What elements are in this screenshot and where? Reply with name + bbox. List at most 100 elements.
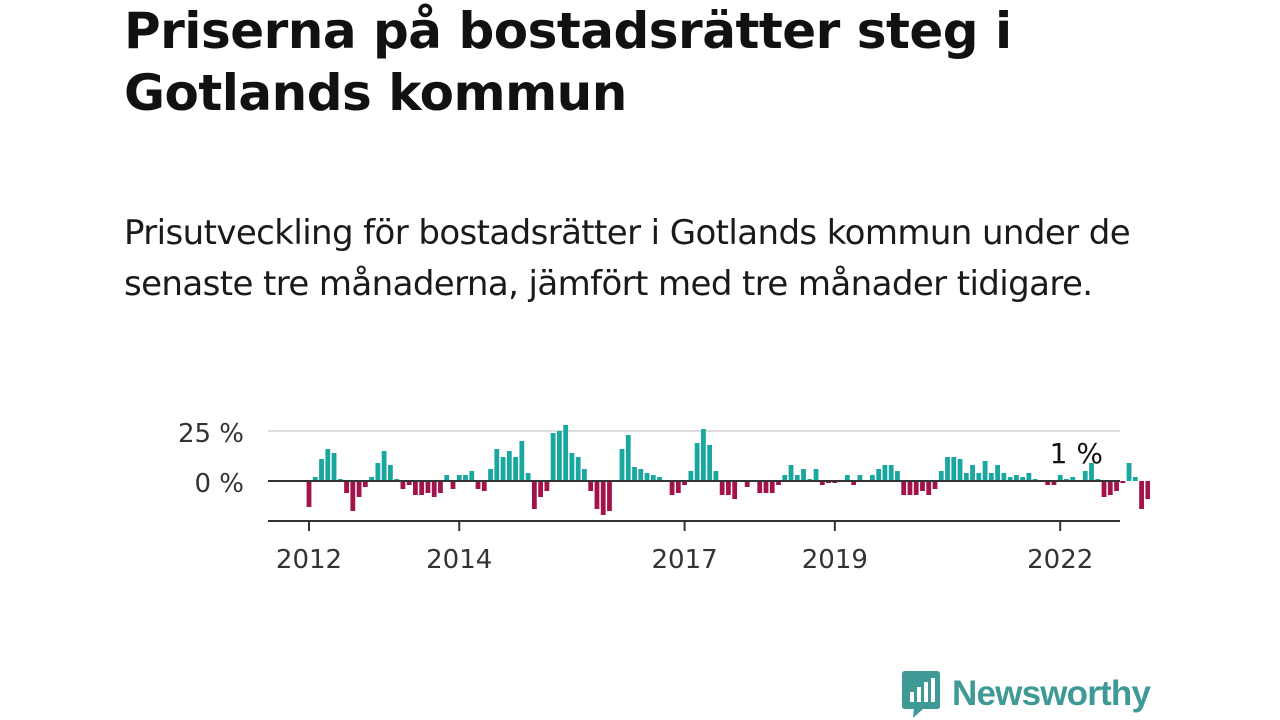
bar — [1089, 463, 1094, 481]
bar — [500, 457, 506, 481]
bar — [387, 465, 393, 481]
bar — [1132, 477, 1138, 481]
bar — [976, 473, 982, 481]
chart-subtitle: Prisutveckling för bostadsrätter i Gotla… — [124, 213, 1131, 304]
bar — [675, 481, 681, 493]
bar — [844, 475, 850, 481]
bar — [431, 481, 437, 497]
bar — [782, 475, 788, 481]
bar — [744, 481, 750, 487]
bar — [557, 431, 562, 481]
bar — [625, 435, 631, 481]
bar — [569, 453, 575, 481]
bar — [381, 451, 387, 481]
x-tick-label: 2014 — [426, 545, 492, 575]
bar — [857, 475, 863, 481]
bar — [1007, 477, 1013, 481]
x-tick-label: 2019 — [802, 545, 868, 575]
bar — [1107, 481, 1113, 495]
bar — [575, 457, 581, 481]
bar — [619, 449, 625, 481]
bar — [1114, 481, 1119, 491]
chart-title: Priserna på bostadsrätter steg i Gotland… — [124, 2, 1012, 122]
last-value-label: 1 % — [1050, 437, 1103, 470]
bar — [945, 457, 950, 481]
bar — [319, 459, 324, 481]
bar — [563, 425, 569, 481]
bar — [544, 481, 550, 491]
bar — [481, 481, 487, 491]
bar — [1045, 481, 1051, 485]
bar — [356, 481, 362, 497]
bar — [582, 469, 587, 481]
bar — [331, 453, 337, 481]
bar — [813, 469, 819, 481]
bar — [438, 481, 443, 493]
bar — [763, 481, 769, 493]
bar — [769, 481, 775, 493]
bar — [726, 481, 731, 495]
bar — [801, 469, 806, 481]
bar — [588, 481, 594, 491]
bar — [1057, 475, 1063, 481]
bar — [707, 445, 713, 481]
bar — [1139, 481, 1144, 509]
bar — [901, 481, 907, 495]
bar — [732, 481, 738, 499]
bar — [970, 465, 975, 481]
bar — [926, 481, 932, 495]
bar — [1120, 481, 1126, 483]
bar — [995, 465, 1000, 481]
bar — [870, 475, 875, 481]
bar — [988, 473, 994, 481]
bar — [469, 471, 475, 481]
bar — [888, 465, 894, 481]
bar — [632, 467, 637, 481]
bar — [788, 465, 794, 481]
bar — [600, 481, 606, 515]
bar — [1051, 481, 1057, 485]
bar — [344, 481, 349, 493]
bar — [776, 481, 781, 485]
bar — [719, 481, 725, 495]
bar — [895, 471, 900, 481]
newsworthy-logo: Newsworthy — [900, 668, 1151, 720]
bar — [325, 449, 331, 481]
bar — [456, 475, 462, 481]
bar — [538, 481, 544, 497]
bar — [713, 471, 719, 481]
newsworthy-logo-text: Newsworthy — [952, 674, 1151, 713]
bar — [757, 481, 763, 493]
bar — [1020, 477, 1026, 481]
bar — [957, 459, 963, 481]
bar — [1013, 475, 1019, 481]
bar — [607, 481, 612, 511]
bar — [876, 469, 882, 481]
bar — [882, 465, 888, 481]
bar — [525, 473, 531, 481]
bar — [907, 481, 913, 495]
bar — [963, 473, 969, 481]
bar — [375, 463, 381, 481]
bar — [694, 443, 700, 481]
bar — [1145, 481, 1150, 499]
bar — [951, 457, 957, 481]
bar — [819, 481, 825, 485]
bar — [419, 481, 425, 495]
bar — [657, 477, 662, 481]
bar — [1070, 477, 1076, 481]
bar — [638, 469, 644, 481]
bar — [312, 477, 318, 481]
bar — [650, 475, 656, 481]
bar — [413, 481, 418, 495]
bar — [1001, 473, 1007, 481]
bar — [400, 481, 406, 489]
bar — [794, 475, 800, 481]
bars-group — [306, 425, 1150, 515]
bar — [425, 481, 431, 493]
bar — [920, 481, 925, 491]
y-tick-label-0: 0 % — [194, 469, 244, 499]
bar — [306, 481, 312, 507]
bar — [1082, 471, 1088, 481]
bar — [362, 481, 368, 487]
